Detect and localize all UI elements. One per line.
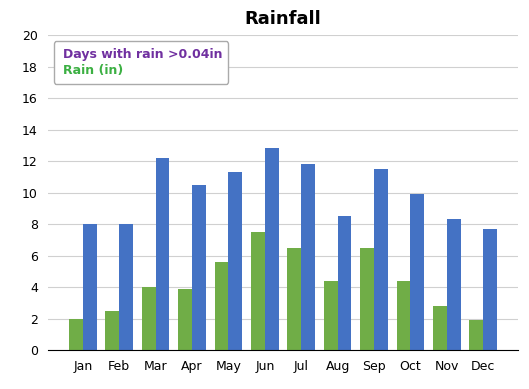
Bar: [178, 289, 192, 350]
Bar: [229, 172, 242, 350]
Bar: [265, 149, 279, 350]
Bar: [374, 169, 388, 350]
Bar: [324, 281, 338, 350]
Bar: [69, 319, 83, 350]
Bar: [105, 311, 119, 350]
Bar: [83, 224, 97, 350]
Bar: [301, 164, 315, 350]
Bar: [447, 219, 461, 350]
Bar: [192, 185, 206, 350]
Bar: [433, 306, 447, 350]
Title: Rainfall: Rainfall: [244, 10, 322, 28]
Bar: [215, 262, 229, 350]
Bar: [142, 287, 156, 350]
Legend: Days with rain >0.04in, Rain (in): Days with rain >0.04in, Rain (in): [54, 41, 229, 84]
Bar: [483, 229, 497, 350]
Bar: [251, 232, 265, 350]
Bar: [119, 224, 133, 350]
Bar: [411, 194, 424, 350]
Bar: [338, 216, 351, 350]
Bar: [360, 248, 374, 350]
Bar: [156, 158, 169, 350]
Bar: [397, 281, 411, 350]
Bar: [469, 320, 483, 350]
Bar: [287, 248, 301, 350]
